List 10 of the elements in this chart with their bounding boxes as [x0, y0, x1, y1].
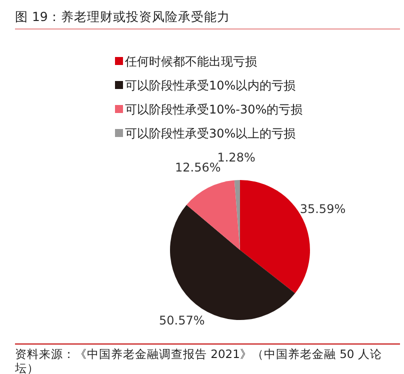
legend-label: 可以阶段性承受30%以上的亏损 [125, 126, 296, 140]
text: 资料来源：《中国养老金融调查报告 2021》（中国养老金融 50 人论坛） [14, 347, 382, 374]
legend-label: 任何时候都不能出现亏损 [124, 54, 257, 68]
data-label: 50.57% [159, 314, 205, 328]
chart-title: 图 19：养老理财或投资风险承受能力 [15, 9, 230, 24]
legend-label: 可以阶段性承受10%-30%的亏损 [125, 102, 303, 116]
pie-slice [186, 180, 240, 250]
data-label: 35.59% [300, 202, 346, 216]
legend-label: 可以阶段性承受10%以内的亏损 [125, 78, 296, 92]
pie-slice [234, 180, 240, 250]
